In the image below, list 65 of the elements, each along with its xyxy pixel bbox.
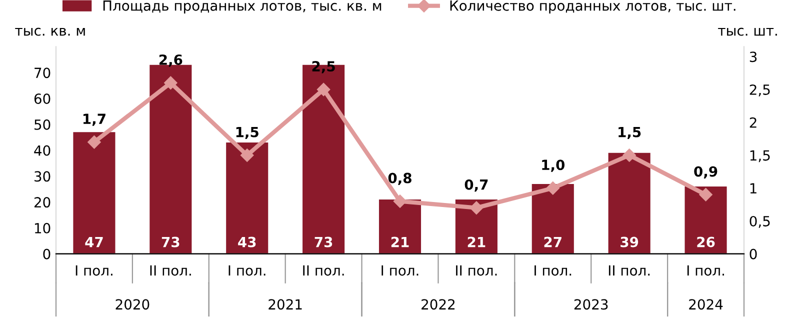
x-tick-label: II пол. [456, 265, 497, 276]
text: 2023 [574, 299, 608, 310]
text: 2020 [116, 299, 150, 310]
y2-tick-label: 1,5 [750, 150, 770, 162]
y2-axis-title: тыс. шт. [718, 28, 777, 36]
y-axis-title: тыс. кв. м [15, 28, 85, 36]
point [699, 188, 712, 202]
point [470, 201, 484, 214]
y-tick-label: 0 [43, 248, 50, 260]
point [316, 82, 330, 96]
point [393, 194, 407, 208]
y2-tick-label: 0 [750, 248, 757, 260]
data-label: 21 [468, 236, 486, 248]
legend-label: Количество проданных лотов, тыс. шт. [450, 0, 736, 14]
data-label: 0,7 [464, 179, 488, 192]
data-label: 73 [162, 236, 180, 248]
text: 2022 [422, 299, 455, 310]
data-label: 39 [620, 236, 638, 248]
bar [608, 152, 650, 254]
point [164, 76, 178, 90]
y-tick-label: 70 [34, 68, 50, 78]
y2-tick-label: 2 [750, 117, 756, 128]
bar [684, 186, 727, 254]
point [88, 135, 101, 149]
data-label: 21 [391, 236, 409, 248]
y2-tick-label: 1 [750, 183, 756, 194]
bar [226, 142, 268, 254]
y-tick-label: 30 [34, 171, 50, 182]
x-tick-label: II пол. [608, 265, 650, 276]
y2-tick-label: 0,5 [750, 216, 770, 228]
x-tick-label: I пол. [382, 265, 418, 276]
x-tick-label: I пол. [76, 265, 112, 276]
text: 2021 [268, 299, 302, 310]
y-tick-label: 20 [34, 197, 50, 208]
y-tick-label: 10 [34, 222, 50, 234]
x-tick-label: I пол. [228, 265, 266, 276]
data-label: 1,0 [542, 160, 565, 172]
bar [378, 199, 422, 254]
y2-tick-label: 3 [750, 52, 757, 62]
bar [532, 184, 574, 254]
data-label: 1,5 [236, 126, 258, 140]
data-label: 73 [314, 236, 332, 248]
point [240, 148, 254, 162]
data-label: 0,9 [694, 166, 718, 178]
point [546, 182, 560, 195]
data-label: 43 [238, 236, 256, 248]
text: 2024 [689, 299, 723, 310]
x-tick-label: II пол. [303, 265, 344, 276]
y-tick-label: 60 [34, 94, 50, 104]
data-label: 1,5 [618, 126, 641, 140]
legend-label: Площадь проданных лотов, тыс. кв. м [103, 0, 382, 14]
bar [73, 132, 116, 254]
data-label: 27 [544, 236, 562, 248]
data-label: 47 [85, 236, 103, 248]
data-label: 1,7 [83, 114, 106, 126]
data-label: 2,6 [159, 54, 182, 67]
x-tick-label: II пол. [150, 265, 191, 276]
point [622, 148, 636, 162]
data-label: 26 [697, 236, 715, 248]
y-tick-label: 50 [34, 119, 50, 130]
data-label: 0,8 [388, 172, 412, 186]
x-tick-label: I пол. [534, 265, 572, 276]
x-tick-label: I пол. [687, 265, 724, 276]
y-tick-label: 40 [34, 145, 50, 156]
y2-tick-label: 2,5 [750, 84, 770, 96]
